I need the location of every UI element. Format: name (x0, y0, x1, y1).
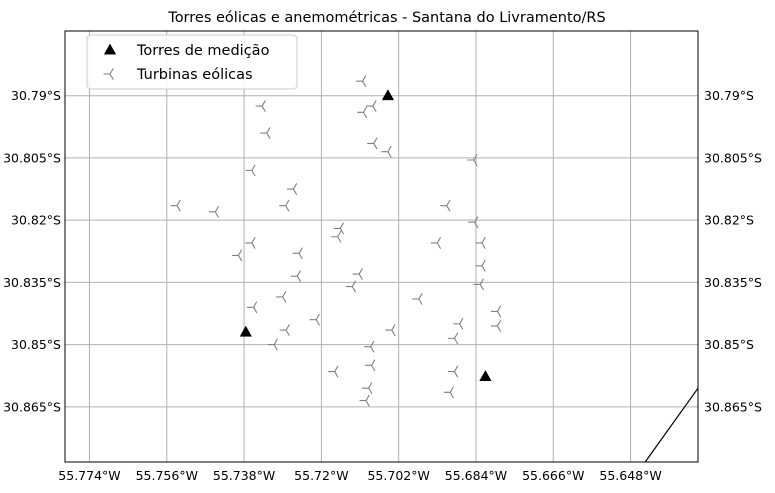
turbine-marker (448, 365, 459, 378)
legend-label-towers: Torres de medição (136, 43, 270, 59)
data-markers (170, 75, 502, 407)
y-tick-label-left: 30.85°S (11, 337, 61, 352)
turbine-marker (440, 199, 451, 212)
legend-tower-marker (103, 43, 117, 55)
turbine-marker (365, 359, 376, 372)
grid-lines (65, 31, 698, 462)
turbine-marker (309, 313, 320, 326)
turbine-marker (412, 293, 423, 305)
turbine-marker (245, 237, 256, 249)
turbine-marker (245, 164, 256, 177)
turbine-marker (255, 100, 266, 113)
y-tick-label-right: 30.85°S (704, 337, 754, 352)
turbine-marker (170, 199, 181, 212)
y-tick-label-right: 30.865°S (704, 399, 762, 414)
turbine-marker (430, 237, 442, 249)
turbine-marker (453, 317, 464, 330)
turbine-marker (473, 278, 484, 291)
axis-ticks: 55.774°W 55.756°W 55.738°W 55.72°W 55.702°W 5… (3, 88, 762, 483)
y-tick-label-left: 30.865°S (3, 399, 61, 414)
y-tick-label-right: 30.805°S (704, 150, 762, 165)
turbine-marker (331, 230, 342, 243)
turbine-marker (290, 270, 302, 283)
turbine-marker (366, 100, 377, 113)
plot-frame (64, 30, 699, 463)
x-tick-label: 55.648°W (599, 468, 661, 483)
turbine-marker (381, 145, 392, 158)
y-tick-label-left: 30.82°S (11, 213, 61, 228)
turbine-marker (490, 320, 502, 332)
turbine-marker (247, 301, 258, 314)
x-tick-label: 55.756°W (136, 468, 198, 483)
tower-marker (239, 325, 252, 337)
turbine-marker (448, 332, 459, 345)
chart-title: Torres eólicas e anemométricas - Santana… (167, 10, 605, 26)
turbine-marker (328, 365, 339, 378)
turbine-marker (260, 127, 271, 139)
legend-turbine-marker (103, 68, 114, 80)
x-tick-label: 55.738°W (213, 468, 275, 483)
turbine-marker (385, 324, 396, 337)
turbine-marker (231, 249, 243, 262)
turbine-marker (292, 247, 303, 260)
x-tick-label: 55.684°W (445, 468, 507, 483)
turbine-marker (475, 237, 486, 249)
x-tick-label: 55.666°W (522, 468, 584, 483)
legend-turbine-symbol (103, 68, 114, 80)
turbine-marker (276, 290, 287, 303)
y-tick-label-right: 30.835°S (704, 275, 762, 290)
tower-marker (381, 89, 395, 101)
turbine-marker (279, 324, 290, 337)
x-tick-label: 55.702°W (367, 468, 429, 483)
y-tick-label-right: 30.82°S (704, 213, 754, 228)
turbine-marker (364, 340, 375, 353)
turbine-marker (475, 259, 486, 272)
turbine-marker (208, 205, 220, 218)
turbine-marker (356, 75, 367, 88)
turbine-marker (359, 394, 370, 407)
turbine-marker (490, 305, 502, 318)
turbine-marker (352, 268, 363, 281)
legend-label-turbines: Turbinas eólicas (136, 67, 253, 83)
x-tick-label: 55.774°W (58, 468, 120, 483)
turbine-marker (267, 338, 278, 351)
turbine-marker (286, 183, 298, 195)
y-tick-label-right: 30.79°S (704, 88, 754, 103)
turbine-marker (333, 222, 344, 235)
y-tick-label-left: 30.805°S (3, 150, 61, 165)
legend: Torres de medição Turbinas eólicas (86, 34, 298, 90)
x-tick-label: 55.72°W (294, 468, 348, 483)
turbine-marker (467, 154, 478, 166)
y-tick-label-left: 30.79°S (11, 88, 61, 103)
legend-tower-symbol (103, 43, 117, 55)
turbine-marker (367, 137, 378, 150)
tower-marker (479, 370, 492, 381)
turbine-marker (362, 382, 373, 395)
turbine-marker (468, 216, 479, 229)
turbine-marker (443, 386, 454, 399)
y-tick-label-left: 30.835°S (3, 275, 61, 290)
boundary-segment (644, 387, 699, 463)
boundary-line (644, 387, 699, 463)
turbine-marker (345, 280, 357, 293)
legend-box (86, 34, 298, 90)
turbine-marker (356, 106, 368, 119)
turbine-marker (279, 199, 290, 212)
